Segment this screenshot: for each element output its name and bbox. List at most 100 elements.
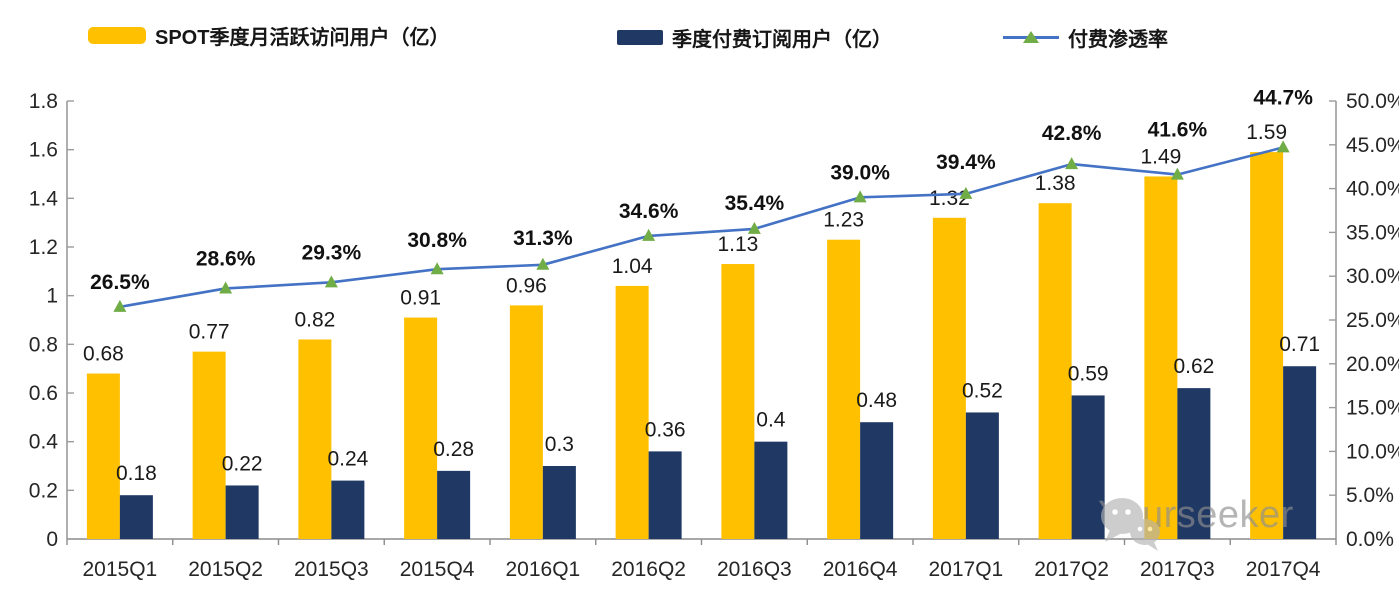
bar-mau-label: 0.91 xyxy=(400,287,441,310)
line-marker-triangle xyxy=(959,186,973,199)
line-marker-triangle xyxy=(219,281,233,294)
x-axis-category-label: 2016Q3 xyxy=(717,558,792,581)
line-marker-triangle xyxy=(324,275,338,288)
right-axis-tick-label: 35.0% xyxy=(1346,221,1399,244)
bar-subscribers-label: 0.62 xyxy=(1173,355,1214,378)
left-axis-tick-label: 0.4 xyxy=(29,431,59,454)
legend-label-penetration: 付费渗透率 xyxy=(1068,29,1168,51)
x-axis-category-label: 2016Q1 xyxy=(506,558,581,581)
bar-mau xyxy=(1250,152,1284,539)
left-axis-tick-label: 0.2 xyxy=(29,479,58,502)
bar-mau xyxy=(86,373,120,539)
subscribers-bar-swatch xyxy=(617,30,663,45)
right-axis-tick-label: 10.0% xyxy=(1346,440,1399,463)
bar-mau-label: 0.96 xyxy=(506,274,547,297)
bar-subscribers-label: 0.52 xyxy=(962,379,1003,402)
left-axis-tick-label: 1.6 xyxy=(29,139,58,162)
bar-mau xyxy=(932,217,966,540)
bar-subscribers-label: 0.36 xyxy=(645,418,686,441)
bar-subscribers xyxy=(1283,366,1317,539)
bar-mau-label: 1.23 xyxy=(823,209,864,232)
right-axis-tick-label: 30.0% xyxy=(1346,265,1399,288)
legend-item-subscribers: 季度付费订阅用户（亿） xyxy=(617,23,892,52)
left-axis-tick-label: 1.2 xyxy=(29,236,58,259)
bar-mau-label: 1.49 xyxy=(1140,145,1181,168)
line-marker-triangle xyxy=(430,262,444,275)
bar-subscribers-label: 0.3 xyxy=(545,433,574,456)
bar-subscribers xyxy=(225,485,259,539)
line-marker-triangle xyxy=(642,228,656,241)
penetration-label: 30.8% xyxy=(407,229,467,252)
bar-subscribers-label: 0.24 xyxy=(327,448,368,471)
bar-mau-label: 1.13 xyxy=(717,233,758,256)
bar-subscribers xyxy=(119,495,153,539)
legend-label-subscribers: 季度付费订阅用户（亿） xyxy=(672,29,892,51)
penetration-label: 42.8% xyxy=(1042,122,1102,145)
left-axis-tick-label: 0 xyxy=(46,528,58,551)
bar-subscribers xyxy=(860,422,894,539)
bar-mau xyxy=(721,264,755,539)
x-axis-category-label: 2017Q1 xyxy=(929,558,1004,581)
x-axis-category-label: 2017Q4 xyxy=(1246,558,1321,581)
bar-subscribers xyxy=(965,412,999,539)
right-axis-tick-label: 0.0% xyxy=(1346,528,1394,551)
penetration-label: 26.5% xyxy=(90,271,150,294)
x-axis-category-label: 2015Q1 xyxy=(83,558,158,581)
bar-mau-label: 1.38 xyxy=(1035,172,1076,195)
legend-label-mau: SPOT季度月活跃访问用户（亿） xyxy=(155,27,450,49)
bar-mau xyxy=(1144,176,1178,539)
right-axis-tick-label: 15.0% xyxy=(1346,397,1399,420)
line-marker-triangle xyxy=(113,299,127,312)
bar-subscribers-label: 0.59 xyxy=(1068,362,1109,385)
bar-mau-label: 1.32 xyxy=(929,187,970,210)
bar-mau xyxy=(298,339,332,539)
bar-mau-label: 0.77 xyxy=(189,321,230,344)
penetration-label: 44.7% xyxy=(1253,86,1313,109)
x-axis-category-label: 2015Q4 xyxy=(400,558,475,581)
bar-mau xyxy=(509,305,543,539)
bar-subscribers-label: 0.22 xyxy=(222,452,263,475)
bar-subscribers xyxy=(1177,388,1211,539)
bar-mau-label: 1.04 xyxy=(612,255,653,278)
penetration-label: 28.6% xyxy=(196,247,256,270)
bar-subscribers xyxy=(1071,395,1105,539)
left-axis-tick-label: 1.4 xyxy=(29,187,59,210)
bar-subscribers xyxy=(331,480,365,539)
bar-mau xyxy=(192,351,226,539)
right-axis-tick-label: 20.0% xyxy=(1346,353,1399,376)
mau-bar-swatch xyxy=(88,27,146,44)
right-axis-tick-label: 40.0% xyxy=(1346,178,1399,201)
right-axis-tick-label: 45.0% xyxy=(1346,134,1399,157)
left-axis-tick-label: 0.6 xyxy=(29,382,58,405)
right-axis-tick-label: 50.0% xyxy=(1346,90,1399,113)
line-marker-triangle xyxy=(536,257,550,270)
x-axis-category-label: 2017Q3 xyxy=(1140,558,1215,581)
bar-mau xyxy=(404,317,438,539)
line-marker-triangle xyxy=(1276,140,1290,153)
right-axis-tick-label: 5.0% xyxy=(1346,484,1394,507)
bar-subscribers xyxy=(542,466,576,539)
left-axis-tick-label: 0.8 xyxy=(29,333,58,356)
bar-mau-label: 0.68 xyxy=(83,343,124,366)
x-axis-category-label: 2016Q4 xyxy=(823,558,898,581)
bar-subscribers xyxy=(754,441,788,539)
right-axis-tick-label: 25.0% xyxy=(1346,309,1399,332)
x-axis-category-label: 2017Q2 xyxy=(1034,558,1109,581)
left-axis-tick-label: 1.8 xyxy=(29,90,58,113)
bar-subscribers-label: 0.4 xyxy=(756,409,786,432)
line-penetration xyxy=(119,146,1284,309)
line-marker-triangle xyxy=(1170,167,1184,180)
bar-subscribers xyxy=(437,470,471,539)
penetration-line-swatch xyxy=(1003,30,1059,43)
penetration-label: 35.4% xyxy=(725,192,785,215)
left-axis-tick-label: 1 xyxy=(46,285,58,308)
x-axis-category-label: 2015Q3 xyxy=(294,558,369,581)
penetration-label: 31.3% xyxy=(513,227,573,250)
bar-subscribers-label: 0.18 xyxy=(116,462,157,485)
bar-mau xyxy=(1038,203,1072,539)
bar-subscribers-label: 0.71 xyxy=(1279,333,1320,356)
penetration-label: 39.0% xyxy=(830,161,890,184)
line-marker-triangle xyxy=(1065,157,1079,170)
bar-mau xyxy=(615,285,649,539)
